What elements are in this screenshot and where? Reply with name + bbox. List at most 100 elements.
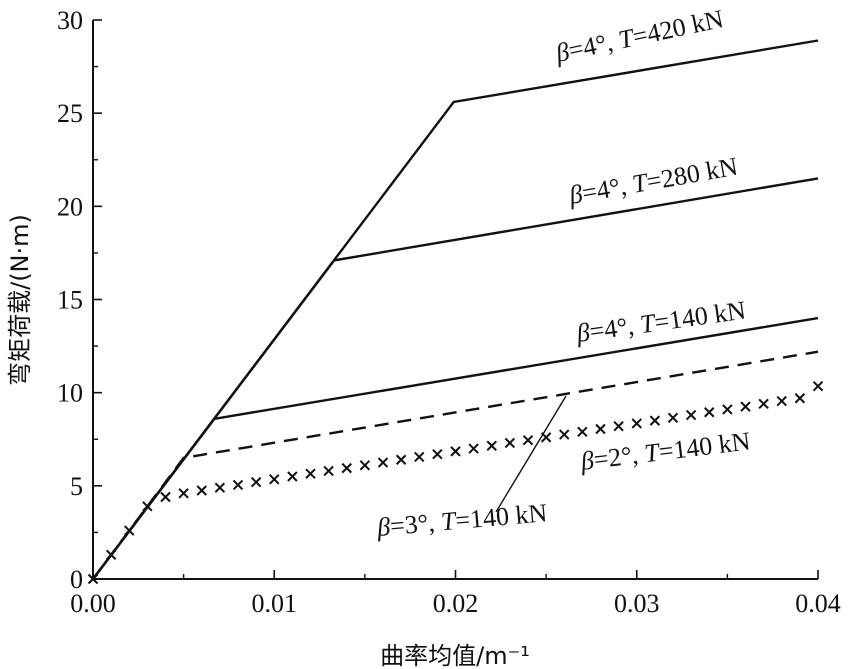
cross-stroke <box>812 380 824 392</box>
data-point-cross <box>685 409 697 421</box>
cross-stroke <box>232 479 244 491</box>
cross-stroke <box>450 446 461 457</box>
cross-stroke <box>704 407 715 418</box>
series-line-3 <box>92 316 819 580</box>
data-point-cross <box>87 573 99 585</box>
data-point-cross <box>667 412 679 424</box>
cross-stroke <box>794 393 806 404</box>
series-label-part: β <box>574 317 592 348</box>
cross-stroke <box>776 395 787 407</box>
cross-stroke <box>87 573 99 585</box>
data-point-cross <box>341 462 352 474</box>
cross-stroke <box>269 474 280 485</box>
data-point-cross <box>287 471 298 482</box>
cross-stroke <box>522 434 534 446</box>
annotations: β=4°, T=420 kNβ=4°, T=280 kNβ=4°, T=140 … <box>375 4 752 542</box>
cross-stroke <box>540 432 552 443</box>
data-point-cross <box>504 437 516 449</box>
cross-stroke <box>196 485 207 496</box>
data-point-cross <box>124 525 135 536</box>
series-label-part: β <box>578 446 595 476</box>
data-point-cross <box>305 468 316 479</box>
cross-stroke <box>577 426 588 438</box>
data-point-cross <box>269 474 280 485</box>
data-point-cross <box>432 448 443 460</box>
series-label-part: =3°, <box>389 508 442 541</box>
series-label-2: β=4°, T=280 kN <box>566 152 740 210</box>
data-point-cross <box>649 415 661 426</box>
data-point-cross <box>522 434 534 446</box>
y-tick-label: 30 <box>57 6 83 35</box>
cross-stroke <box>124 525 135 536</box>
cross-stroke <box>559 429 570 440</box>
cross-stroke <box>250 476 262 488</box>
series-label-4: β=3°, T=140 kN <box>375 498 549 542</box>
data-point-cross <box>232 479 244 491</box>
y-tick-label: 20 <box>57 192 83 221</box>
data-point-cross <box>577 426 588 438</box>
data-point-cross <box>395 454 407 465</box>
cross-stroke <box>486 440 497 451</box>
data-point-cross <box>740 401 751 412</box>
series-label-part: =4°, <box>580 170 635 207</box>
series-group <box>87 39 824 585</box>
series-label-part: β <box>375 512 391 542</box>
cross-stroke <box>613 420 624 432</box>
cross-stroke <box>142 501 153 512</box>
x-tick-label: 0.00 <box>70 589 116 618</box>
series-label-part: T <box>638 308 658 339</box>
series-label-part: =140 kN <box>657 426 752 466</box>
data-point-cross <box>105 549 117 560</box>
series-label-part: =140 kN <box>653 295 748 337</box>
cross-stroke <box>377 457 389 468</box>
x-tick-label: 0.01 <box>252 589 298 618</box>
series-label-3: β=4°, T=140 kN <box>574 295 748 348</box>
data-point-cross <box>214 482 226 493</box>
data-point-cross <box>450 446 461 457</box>
cross-stroke <box>395 454 407 465</box>
series-label-part: =4°, <box>566 26 622 65</box>
cross-stroke <box>631 418 642 429</box>
data-point-cross <box>468 443 479 454</box>
cross-stroke <box>160 491 171 503</box>
cross-stroke <box>722 404 733 415</box>
data-point-cross <box>613 420 624 432</box>
series-label-part: β <box>566 179 585 210</box>
data-point-cross <box>794 393 806 404</box>
series-label-part: =2°, <box>592 439 646 474</box>
y-tick-label: 5 <box>70 472 83 501</box>
data-point-cross <box>631 418 642 429</box>
series-label-part: =4°, <box>588 310 643 346</box>
data-point-cross <box>359 460 371 471</box>
axes: 0.00 0.01 0.02 0.03 0.04 0 5 10 15 20 25 30 <box>57 6 841 618</box>
cross-stroke <box>105 549 117 560</box>
cross-stroke <box>214 482 226 493</box>
x-axis-title: 曲率均值/m⁻¹ <box>380 642 530 669</box>
data-point-cross <box>812 380 824 392</box>
data-point-cross <box>196 485 207 496</box>
data-point-cross <box>722 404 733 415</box>
series-label-part: β <box>552 37 572 68</box>
data-point-cross <box>559 429 570 440</box>
data-point-cross <box>323 465 334 477</box>
y-tick-label: 25 <box>57 99 83 128</box>
data-point-cross <box>595 423 606 435</box>
cross-stroke <box>595 423 606 435</box>
data-point-cross <box>776 395 787 407</box>
cross-stroke <box>685 409 697 421</box>
cross-stroke <box>758 398 769 410</box>
y-tick-label: 10 <box>57 379 83 408</box>
y-tick-label: 0 <box>70 565 83 594</box>
cross-stroke <box>323 465 334 477</box>
cross-stroke <box>432 448 443 460</box>
leader-line <box>495 395 567 513</box>
y-tick-label: 15 <box>57 286 83 315</box>
series-label-part: =280 kN <box>644 152 740 197</box>
data-point-cross <box>414 451 425 463</box>
series-label-part: T <box>440 506 458 536</box>
series-label-1: β=4°, T=420 kN <box>552 4 726 68</box>
data-point-cross <box>160 491 171 503</box>
x-tick-label: 0.02 <box>433 589 479 618</box>
data-point-cross <box>704 407 715 418</box>
